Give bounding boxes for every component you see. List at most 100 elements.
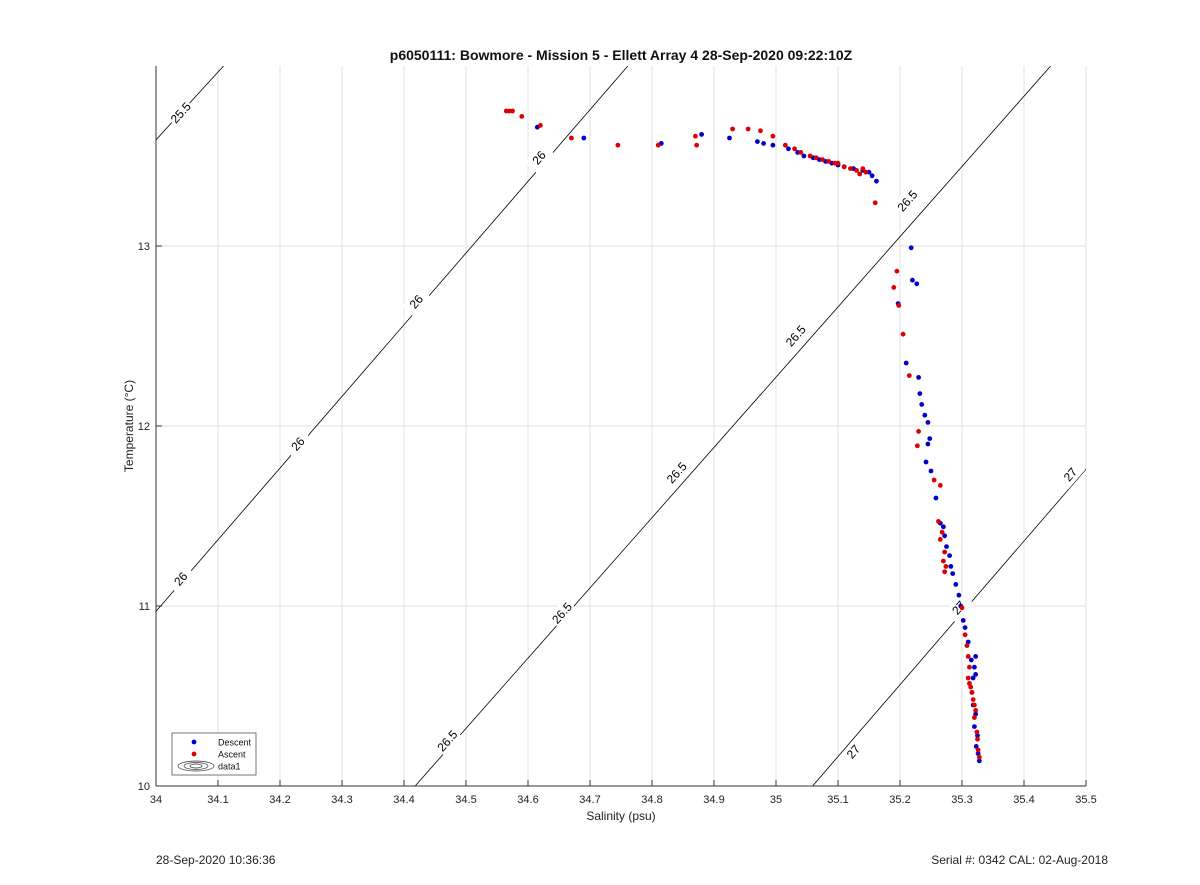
ascent-point	[854, 168, 859, 173]
descent-point	[770, 142, 776, 148]
x-tick-label: 34.5	[455, 794, 476, 806]
descent-point	[910, 277, 915, 283]
ascent-point	[916, 429, 921, 434]
ascent-point	[937, 537, 943, 542]
descent-point	[923, 459, 929, 465]
contour-label-bg	[524, 142, 554, 173]
ascent-point	[538, 123, 543, 128]
descent-point	[972, 724, 977, 729]
ascent-point	[964, 643, 970, 648]
x-tick-label: 35.2	[889, 794, 910, 806]
ascent-point	[962, 632, 968, 638]
ascent-point	[943, 564, 949, 569]
x-tick-label: 34.3	[331, 794, 352, 806]
x-tick-label: 35.5	[1075, 794, 1096, 806]
chart-title: p6050111: Bowmore - Mission 5 - Ellett A…	[390, 47, 853, 63]
descent-point	[962, 625, 968, 630]
descent-point	[755, 139, 760, 145]
ascent-point	[798, 150, 804, 155]
ascent-point	[968, 684, 974, 690]
ascent-point	[848, 166, 853, 172]
ascent-point	[807, 153, 813, 159]
x-tick-label: 34	[150, 794, 162, 806]
ascent-point	[967, 664, 972, 670]
isopycnal-26.5	[414, 66, 1051, 786]
axes: 34 34.1 34.2 34.3 34.4 34.5 34.6 34.7 34.8 34.9 35…	[138, 66, 1097, 806]
ascent-point	[941, 558, 946, 564]
ascent-point	[937, 483, 943, 488]
descent-point	[953, 582, 959, 587]
descent-point	[922, 412, 928, 418]
contour-label-bg	[401, 286, 431, 317]
descent-point	[942, 533, 948, 539]
ascent-point	[792, 146, 797, 152]
ascent-point	[959, 605, 965, 611]
ascent-point	[826, 159, 832, 164]
legend-marker	[191, 739, 197, 745]
descent-point	[801, 153, 807, 159]
descent-point	[972, 664, 977, 670]
legend-label: Ascent	[218, 750, 246, 760]
ascent-point	[972, 715, 977, 720]
ascent-point	[973, 708, 979, 713]
x-tick-label: 35.4	[1013, 794, 1034, 806]
descent-point	[917, 391, 923, 396]
descent-point	[975, 733, 980, 738]
descent-point	[916, 375, 921, 380]
x-tick-label: 34.7	[579, 794, 600, 806]
legend-contour-icon	[189, 763, 203, 769]
ascent-point	[936, 519, 941, 524]
ascent-point	[891, 285, 897, 290]
x-tick-label: 34.4	[393, 794, 414, 806]
ascent-point	[857, 171, 863, 177]
contour-label-bg	[1055, 459, 1086, 490]
x-tick-label: 35	[770, 794, 782, 806]
ascent-point	[896, 303, 902, 308]
ascent-point	[693, 133, 698, 139]
descent-point	[973, 672, 979, 677]
ascent-point	[510, 108, 515, 114]
isopycnal-26	[156, 66, 629, 612]
descent-point	[973, 744, 979, 749]
descent-point	[956, 592, 962, 598]
descent-point	[761, 141, 766, 146]
ascent-point	[970, 697, 976, 702]
legend-label: data1	[218, 762, 241, 772]
ascent-point	[835, 160, 841, 166]
ascent-point	[942, 549, 948, 555]
ascent-point	[758, 128, 763, 134]
legend-contour-icon	[183, 762, 209, 770]
ascent-point	[976, 754, 982, 760]
ascent-point	[770, 133, 776, 139]
contour-label-bg	[838, 736, 869, 767]
isopycnal-27	[812, 468, 1086, 786]
descent-point	[581, 135, 587, 141]
descent-point	[699, 132, 704, 137]
ascent-point	[894, 268, 900, 274]
descent-point	[869, 173, 875, 179]
descent-point	[950, 571, 956, 576]
contour-label-bg	[166, 563, 196, 595]
descent-point	[976, 758, 982, 764]
y-tick-label: 11	[139, 601, 150, 613]
ascent-point	[820, 157, 825, 163]
ascent-point	[965, 654, 971, 659]
descent-point	[874, 178, 879, 184]
contour-label-bg	[283, 428, 313, 460]
descent-point	[919, 402, 925, 407]
descent-point	[908, 245, 914, 251]
x-tick-label: 34.8	[641, 794, 662, 806]
ascent-point	[975, 736, 980, 742]
legend-marker	[191, 751, 197, 757]
ascent-point	[942, 569, 948, 575]
ascent-point	[914, 443, 920, 449]
ascent-point	[972, 702, 977, 708]
descent-point	[944, 544, 949, 549]
legend: Descent Ascent data1	[171, 732, 257, 776]
print-timestamp: 28-Sep-2020 10:36:36	[156, 853, 276, 867]
descent-point	[975, 751, 981, 756]
y-tick-label: 10	[138, 781, 150, 793]
ascent-point	[813, 155, 819, 161]
y-axis-label: Temperature (°C)	[122, 380, 136, 472]
